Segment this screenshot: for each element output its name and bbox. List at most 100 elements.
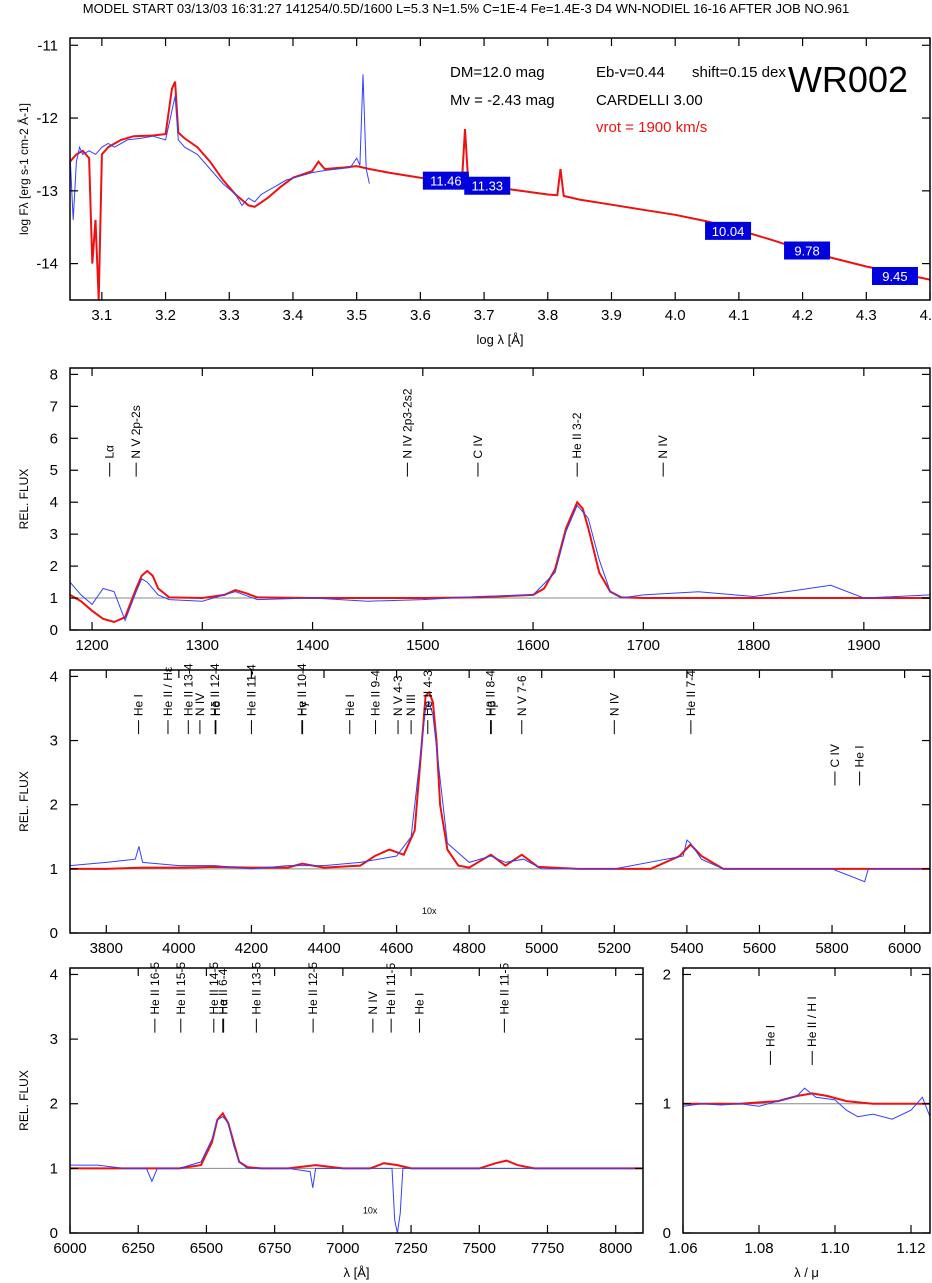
red-x-axis-label: λ [Å] bbox=[343, 1265, 369, 1280]
red-inset-label: 10x bbox=[363, 1206, 378, 1216]
red-line-id-label: He II 6-4 bbox=[216, 968, 230, 1014]
uv-ytick-label: 6 bbox=[50, 430, 58, 447]
optical-line-id-label: He II 13-4 bbox=[181, 663, 195, 716]
sed-ytick-label: -12 bbox=[36, 110, 58, 127]
optical-line-id-label: N V 7-6 bbox=[515, 675, 529, 716]
photometry-box bbox=[705, 221, 752, 240]
optical-xtick-label: 4200 bbox=[235, 940, 268, 957]
ir-observed-series bbox=[683, 1087, 930, 1120]
sed-xtick-label: 4.4 bbox=[920, 307, 932, 324]
red-frame bbox=[69, 967, 644, 1234]
absolute-magnitude-label: Mv = -2.43 mag bbox=[450, 92, 555, 109]
ir-x-axis-label: λ / μ bbox=[794, 1265, 819, 1280]
red-ytick-label: 3 bbox=[50, 1031, 58, 1048]
optical-model-series bbox=[70, 690, 930, 870]
uv-ytick-label: 4 bbox=[50, 494, 58, 511]
optical-line-id-label: He I bbox=[132, 694, 146, 716]
optical-line-id-label: He II 12-4 bbox=[208, 663, 222, 716]
uv-ytick-label: 3 bbox=[50, 526, 58, 543]
uv-xtick-label: 1200 bbox=[75, 637, 108, 654]
uv-model-series bbox=[70, 500, 930, 624]
star-name-label: WR002 bbox=[788, 59, 908, 100]
uv-ytick-label: 1 bbox=[50, 590, 58, 607]
ir-ytick-label: 2 bbox=[663, 966, 671, 983]
uv-line-id-label: N IV bbox=[656, 435, 670, 458]
red-ytick-label: 2 bbox=[50, 1096, 58, 1113]
sed-xtick-label: 3.7 bbox=[474, 307, 495, 324]
uv-xtick-label: 1500 bbox=[406, 637, 439, 654]
uv-xtick-label: 1900 bbox=[847, 637, 880, 654]
optical-ytick-label: 0 bbox=[50, 925, 58, 942]
uv-ytick-label: 7 bbox=[50, 398, 58, 415]
sed-ytick-label: -11 bbox=[37, 37, 58, 54]
run-header: MODEL START 03/13/03 16:31:27 141254/0.5… bbox=[82, 1, 850, 16]
red-xtick-label: 6000 bbox=[53, 1240, 86, 1257]
optical-line-id-label: Hδ bbox=[209, 700, 223, 716]
sed-xtick-label: 4.2 bbox=[792, 307, 813, 324]
optical-inset-label: 10x bbox=[422, 906, 437, 916]
uv-plot-area bbox=[70, 500, 930, 624]
ir-plot-area bbox=[683, 1087, 930, 1120]
optical-line-id-label: He I bbox=[343, 694, 357, 716]
red-panel: 6000 6250 6500 6750 7000 7250 7500 7750 8000 0 1 2 3… bbox=[17, 962, 644, 1280]
photometry-box bbox=[422, 171, 469, 190]
uv-ytick-label: 5 bbox=[50, 462, 58, 479]
optical-observed-series bbox=[70, 700, 930, 883]
optical-line-id-label: He I bbox=[853, 745, 867, 767]
red-line-id-label: He II 14-5 bbox=[207, 962, 221, 1015]
red-line-id-label: He II 11-5 bbox=[384, 963, 398, 1015]
sed-xtick-label: 3.9 bbox=[601, 307, 622, 324]
shift-label: shift=0.15 dex bbox=[692, 64, 786, 81]
uv-frame bbox=[69, 367, 931, 631]
photometry-box bbox=[871, 266, 918, 285]
uv-xtick-label: 1300 bbox=[186, 637, 219, 654]
uv-ytick-label: 2 bbox=[50, 558, 58, 575]
red-y-axis-label: REL. FLUX bbox=[17, 1070, 31, 1131]
ir-model-series bbox=[683, 1092, 930, 1105]
optical-xtick-label: 3800 bbox=[90, 940, 123, 957]
uv-line-id-label: N IV 2p3-2s2 bbox=[400, 388, 414, 458]
sed-plot-area bbox=[70, 74, 930, 300]
uv-xtick-label: 1700 bbox=[627, 637, 660, 654]
optical-line-id-label: Hβ bbox=[484, 700, 498, 716]
sed-panel: 3.1 3.2 3.3 3.4 3.5 3.6 3.7 3.8 3.9 4.0 4.1 4.2 4.3 4… bbox=[16, 37, 932, 347]
sed-frame bbox=[69, 37, 931, 301]
photometry-box bbox=[784, 241, 831, 260]
optical-line-id-label: C IV bbox=[828, 744, 842, 767]
ir-xtick-label: 1.12 bbox=[896, 1240, 925, 1257]
ir-line-id-label: He I bbox=[763, 1025, 777, 1047]
optical-line-id-label: N IV bbox=[607, 693, 621, 716]
optical-ytick-label: 1 bbox=[50, 861, 58, 878]
sed-xtick-label: 3.8 bbox=[537, 307, 558, 324]
optical-line-id-label: He II 4-3 bbox=[421, 670, 435, 716]
optical-line-id-label: N IV bbox=[193, 693, 207, 716]
ir-xtick-label: 1.10 bbox=[820, 1240, 849, 1257]
red-ytick-label: 4 bbox=[50, 966, 58, 983]
sed-observed-series bbox=[70, 74, 370, 220]
uv-observed-series bbox=[70, 504, 930, 622]
ir-line-id-label: He II / H I bbox=[805, 996, 819, 1047]
red-xtick-label: 6750 bbox=[258, 1240, 291, 1257]
optical-line-id-label: He II 9-4 bbox=[369, 670, 383, 716]
red-model-series bbox=[70, 1111, 643, 1170]
uv-line-id-label: Lα bbox=[103, 445, 117, 459]
red-line-id-label: He II 13-5 bbox=[249, 962, 263, 1015]
red-line-id-label: N IV bbox=[366, 991, 380, 1014]
photometry-label: 11.46 bbox=[430, 174, 462, 189]
optical-plot-area bbox=[70, 690, 930, 883]
optical-y-axis-label: REL. FLUX bbox=[17, 771, 31, 832]
sed-xtick-label: 3.2 bbox=[155, 307, 176, 324]
red-xtick-label: 8000 bbox=[599, 1240, 632, 1257]
cardelli-label: CARDELLI 3.00 bbox=[596, 92, 703, 109]
red-line-id-label: He I bbox=[413, 993, 427, 1015]
photometry-label: 9.78 bbox=[794, 244, 819, 259]
optical-panel: 3800 4000 4200 4400 4600 4800 5000 5200 5400 5600… bbox=[17, 663, 931, 957]
red-xtick-label: 7750 bbox=[531, 1240, 564, 1257]
sed-model-series bbox=[70, 81, 930, 300]
optical-line-id-label: He II 8-4 bbox=[484, 670, 498, 716]
red-line-id-label: He II 11-5 bbox=[497, 963, 511, 1015]
red-xtick-label: 6500 bbox=[190, 1240, 223, 1257]
uv-y-axis-label: REL. FLUX bbox=[17, 469, 31, 530]
optical-frame bbox=[69, 669, 931, 934]
